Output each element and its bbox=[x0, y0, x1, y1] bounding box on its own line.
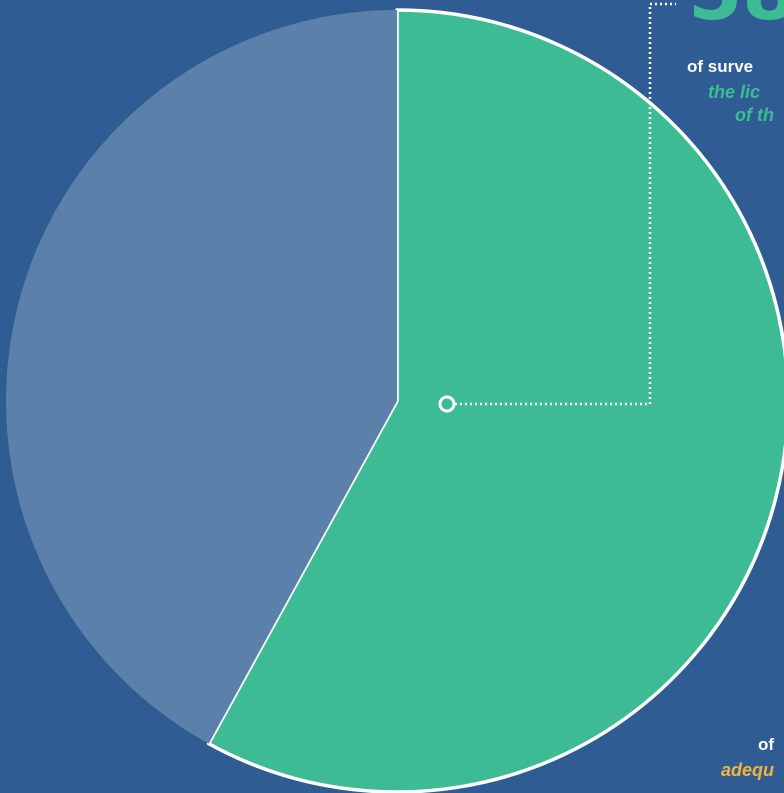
annotation-top-line2: the lic bbox=[708, 82, 760, 103]
annotation-top-line3: of th bbox=[735, 105, 774, 126]
annotation-bottom-line1: of bbox=[758, 735, 774, 755]
annotation-bottom-line2: adequ bbox=[721, 760, 774, 781]
big-percentage: 58 bbox=[688, 0, 784, 32]
annotation-top-line1: of surve bbox=[687, 57, 753, 77]
